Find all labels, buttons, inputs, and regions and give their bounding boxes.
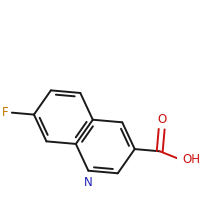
Text: O: O xyxy=(157,113,166,126)
Text: N: N xyxy=(84,176,93,189)
Text: OH: OH xyxy=(183,153,200,166)
Text: F: F xyxy=(2,106,9,119)
